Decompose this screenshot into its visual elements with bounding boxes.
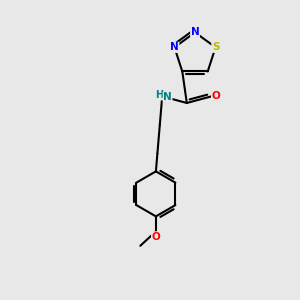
Text: S: S (212, 42, 219, 52)
Text: N: N (170, 42, 179, 52)
Text: O: O (152, 232, 160, 242)
Text: H: H (155, 90, 163, 100)
Text: N: N (163, 92, 172, 102)
Text: N: N (190, 27, 200, 38)
Text: O: O (212, 92, 220, 101)
